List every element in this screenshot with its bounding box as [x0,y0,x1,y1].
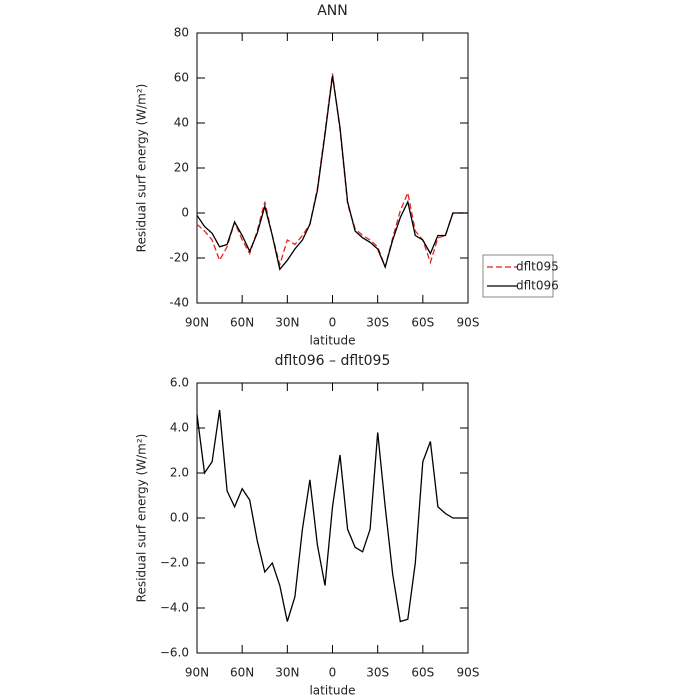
chart-title: ANN [317,3,348,19]
x-tick-label: 90S [457,666,480,680]
x-tick-label: 30N [275,666,299,680]
y-tick-label: -40 [169,296,189,310]
data-line [196,73,468,270]
legend-label: dflt095 [516,260,559,274]
y-tick-label: −4.0 [160,601,189,615]
x-tick-label: 30N [275,316,299,330]
x-tick-label: 90N [185,316,209,330]
y-tick-label: 0.0 [170,511,189,525]
chart-title: dflt096 – dflt095 [275,353,391,369]
y-tick-label: 6.0 [170,376,189,390]
x-tick-label: 90N [185,666,209,680]
data-line [196,409,468,623]
x-tick-label: 60N [230,316,254,330]
x-tick-label: 60S [411,666,434,680]
y-tick-label: 0 [181,206,189,220]
legend-box [482,254,554,298]
y-tick-label: −6.0 [160,646,189,660]
y-tick-label: 4.0 [170,421,189,435]
x-tick-label: 90S [457,316,480,330]
data-line [196,75,468,271]
x-axis-label: latitude [309,684,355,698]
legend-label: dflt096 [516,279,559,293]
plot-frame [196,382,469,654]
x-tick-label: 60N [230,666,254,680]
y-tick-label: 2.0 [170,466,189,480]
x-tick-label: 30S [366,316,389,330]
x-tick-label: 0 [329,316,337,330]
y-tick-label: 60 [174,71,189,85]
y-tick-label: -20 [169,251,189,265]
y-axis-label: Residual surf energy (W/m²) [135,434,149,603]
x-tick-label: 0 [329,666,337,680]
x-axis-label: latitude [309,334,355,348]
y-tick-label: 40 [174,116,189,130]
plot-frame [196,32,469,304]
y-axis-label: Residual surf energy (W/m²) [135,84,149,253]
x-tick-label: 60S [411,316,434,330]
x-tick-label: 30S [366,666,389,680]
y-tick-label: 20 [174,161,189,175]
y-tick-label: 80 [174,26,189,40]
y-tick-label: −2.0 [160,556,189,570]
